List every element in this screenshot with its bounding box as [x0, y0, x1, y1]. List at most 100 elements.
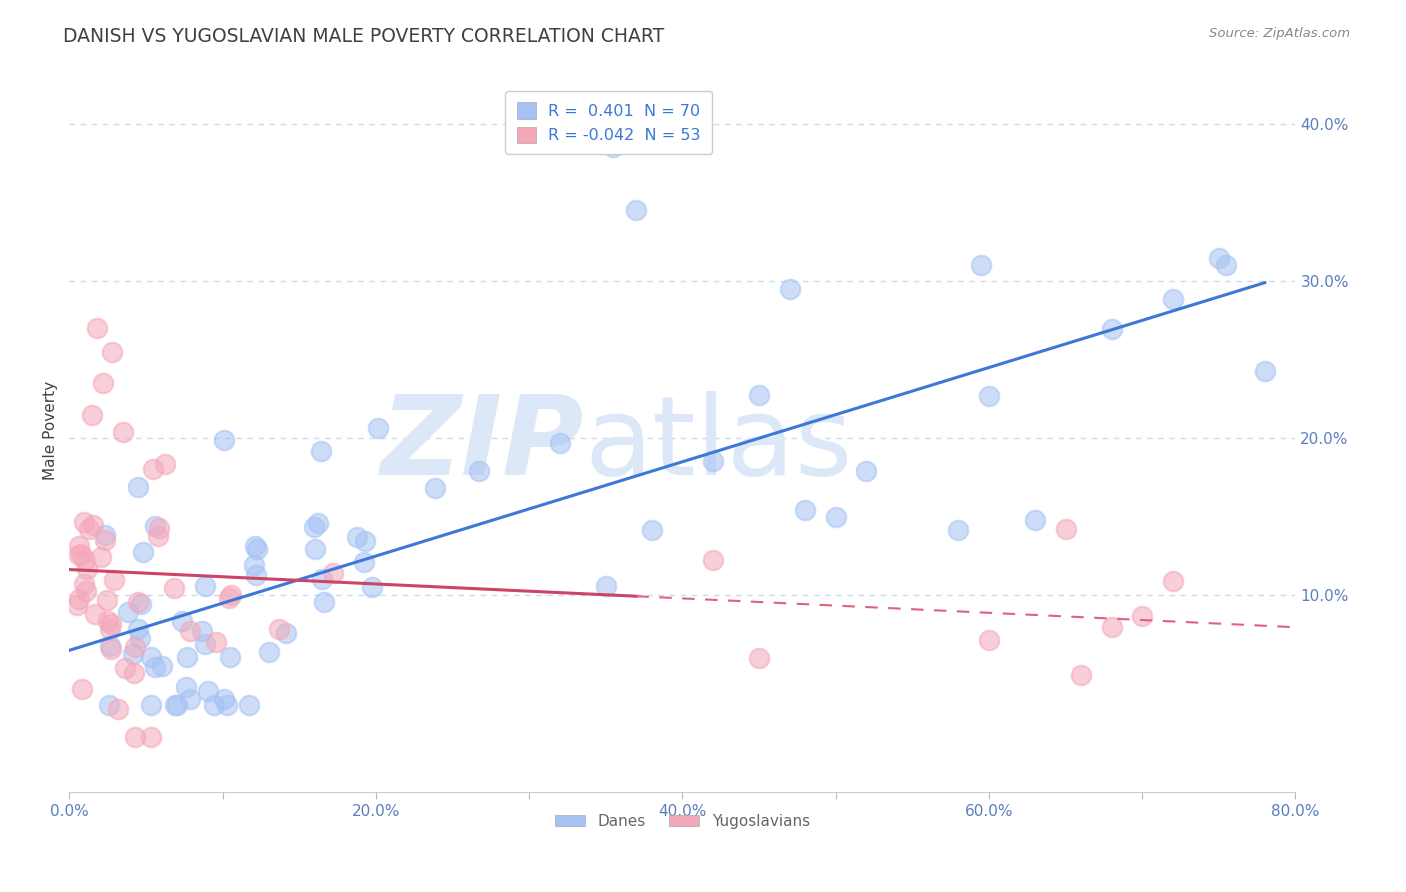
Point [101, 344, 124, 359]
Point [353, 533, 375, 548]
Point [346, 530, 368, 544]
Point [257, 645, 280, 659]
Text: DANISH VS YUGOSLAVIAN MALE POVERTY CORRELATION CHART: DANISH VS YUGOSLAVIAN MALE POVERTY CORRE… [63, 27, 665, 45]
Y-axis label: Male Poverty: Male Poverty [44, 381, 58, 480]
Point [948, 523, 970, 537]
Point [190, 624, 212, 638]
Point [70, 547, 93, 561]
Text: Source: ZipAtlas.com: Source: ZipAtlas.com [1209, 27, 1350, 40]
Point [86, 321, 108, 335]
Point [748, 387, 770, 401]
Point [90, 550, 112, 565]
Point [245, 539, 267, 553]
Point [1254, 364, 1277, 378]
Point [626, 202, 648, 217]
Point [1208, 251, 1230, 265]
Point [238, 698, 260, 713]
Point [103, 573, 125, 587]
Point [242, 558, 264, 572]
Point [1024, 513, 1046, 527]
Point [218, 591, 240, 606]
Point [143, 660, 166, 674]
Point [82, 518, 104, 533]
Point [76, 562, 98, 576]
Point [748, 651, 770, 665]
Point [548, 436, 571, 450]
Point [361, 580, 384, 594]
Point [96, 593, 118, 607]
Point [970, 258, 993, 272]
Point [107, 702, 129, 716]
Point [129, 597, 152, 611]
Point [146, 529, 169, 543]
Point [602, 140, 624, 154]
Text: atlas: atlas [585, 392, 853, 499]
Point [322, 566, 344, 581]
Point [97, 614, 120, 628]
Point [82, 408, 104, 422]
Point [245, 568, 267, 582]
Point [309, 444, 332, 458]
Point [1130, 608, 1153, 623]
Point [641, 523, 664, 537]
Point [98, 698, 121, 713]
Point [595, 579, 617, 593]
Point [219, 588, 242, 602]
Point [67, 549, 90, 563]
Point [215, 698, 238, 713]
Point [128, 632, 150, 646]
Point [67, 539, 90, 553]
Point [155, 458, 177, 472]
Point [702, 553, 724, 567]
Point [139, 649, 162, 664]
Point [302, 519, 325, 533]
Point [70, 682, 93, 697]
Point [114, 661, 136, 675]
Point [246, 542, 269, 557]
Point [176, 649, 198, 664]
Point [66, 598, 89, 612]
Point [98, 639, 121, 653]
Point [139, 730, 162, 744]
Point [702, 454, 724, 468]
Point [977, 389, 1000, 403]
Point [205, 635, 228, 649]
Point [127, 595, 149, 609]
Point [304, 542, 326, 557]
Point [122, 647, 145, 661]
Point [127, 622, 149, 636]
Point [794, 503, 817, 517]
Point [274, 625, 297, 640]
Point [202, 698, 225, 713]
Point [91, 376, 114, 390]
Text: ZIP: ZIP [381, 392, 585, 499]
Point [139, 698, 162, 713]
Point [124, 640, 146, 654]
Point [143, 519, 166, 533]
Point [112, 425, 135, 440]
Point [132, 544, 155, 558]
Point [269, 622, 291, 636]
Point [77, 523, 100, 537]
Point [197, 684, 219, 698]
Point [73, 515, 96, 529]
Point [194, 637, 217, 651]
Point [165, 698, 187, 713]
Point [1054, 522, 1077, 536]
Point [824, 510, 846, 524]
Point [353, 555, 375, 569]
Point [1161, 292, 1184, 306]
Point [148, 521, 170, 535]
Point [100, 641, 122, 656]
Point [307, 516, 329, 530]
Point [214, 692, 236, 706]
Point [219, 649, 242, 664]
Point [1101, 322, 1123, 336]
Point [67, 591, 90, 606]
Point [127, 481, 149, 495]
Point [468, 464, 491, 478]
Point [73, 577, 96, 591]
Point [163, 581, 186, 595]
Point [174, 680, 197, 694]
Point [100, 616, 122, 631]
